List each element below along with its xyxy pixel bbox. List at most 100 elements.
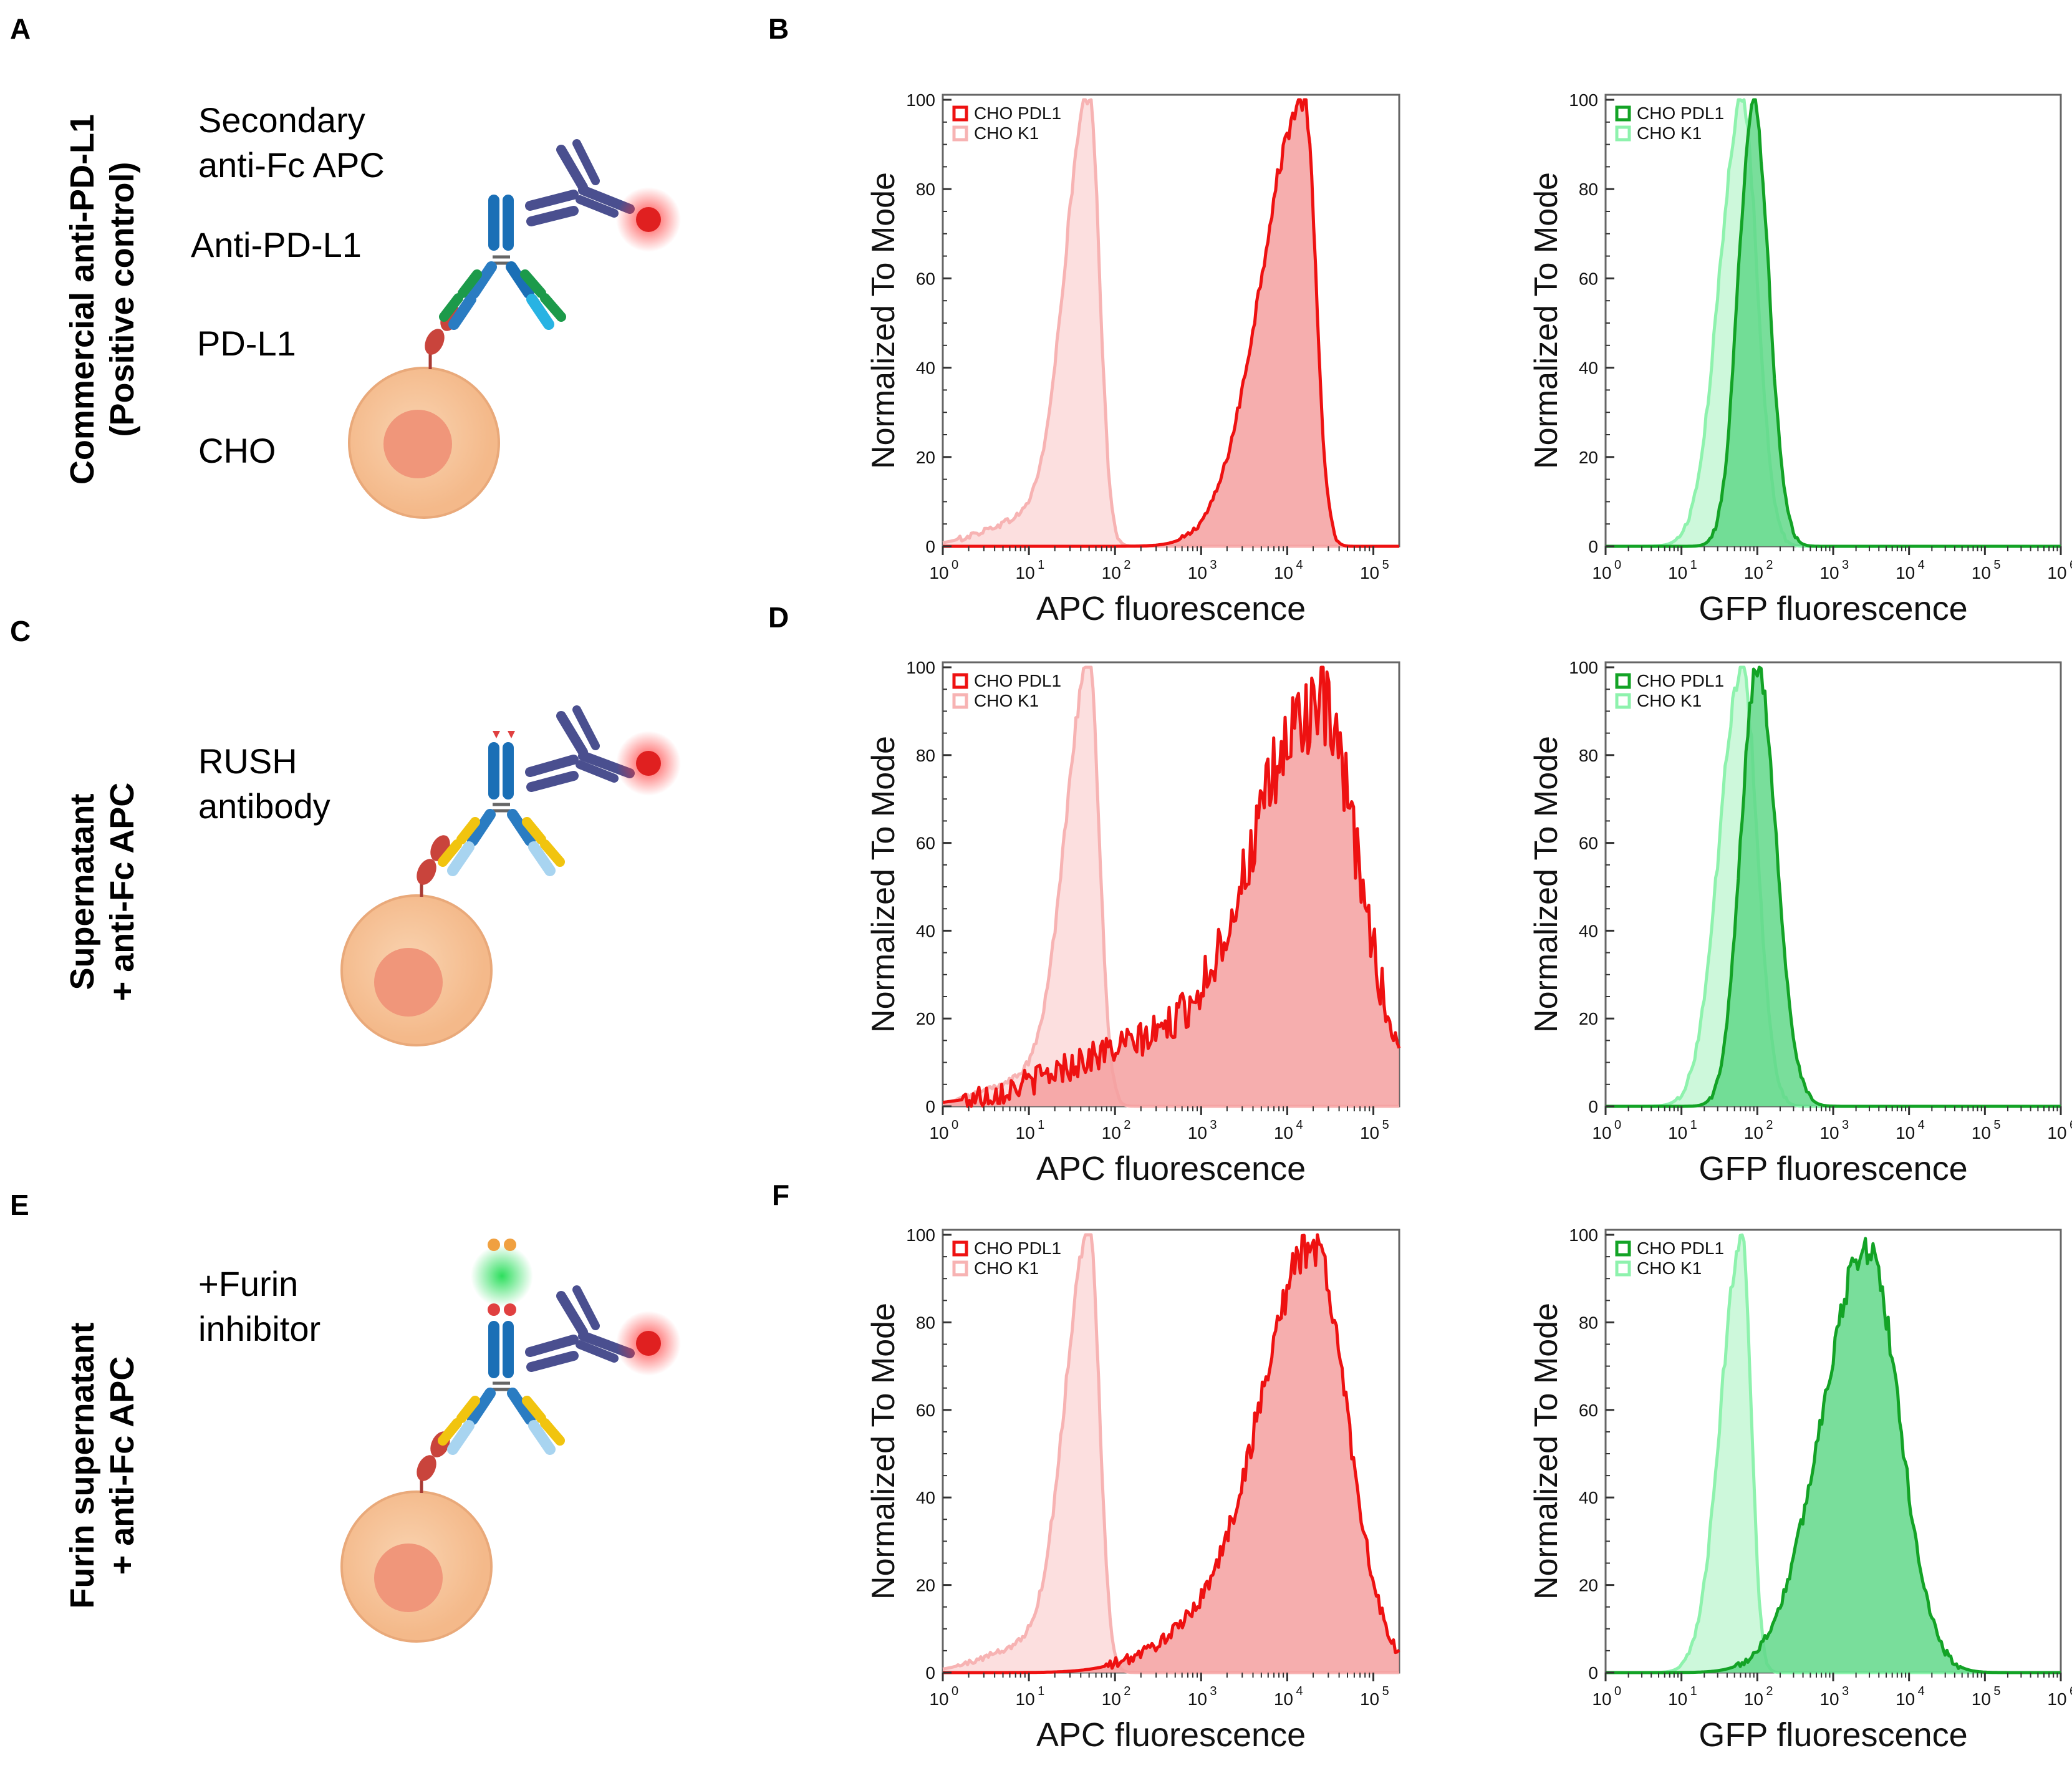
apc-fluorophore [636, 207, 661, 232]
legend-swatch [952, 105, 968, 122]
histogram-series-cho-pdl1 [942, 665, 1401, 1108]
x-tick-exponent: 1 [1038, 1684, 1044, 1698]
apc-fluorophore [636, 751, 661, 776]
row-label-1-line1: Commercial anti-PD-L1 [64, 114, 101, 485]
y-tick-label: 100 [1569, 658, 1598, 677]
x-tick-label: 10 [1592, 563, 1611, 582]
y-tick-label: 60 [1579, 269, 1598, 288]
x-tick-exponent: 3 [1210, 1684, 1217, 1698]
y-tick-label: 40 [916, 921, 935, 940]
row-label-2: Supernatant + anti-Fc APC [64, 783, 141, 1002]
label-secondary: Secondary [198, 100, 365, 140]
x-tick-exponent: 5 [1382, 1118, 1389, 1132]
histogram-line [1606, 1237, 2061, 1674]
y-tick-label: 60 [916, 269, 935, 288]
x-tick-exponent: 4 [1296, 558, 1303, 572]
legend-label: CHO PDL1 [974, 671, 1061, 690]
y-tick-label: 20 [1579, 448, 1598, 467]
panel-letter-a: A [10, 12, 31, 45]
legend-label: CHO PDL1 [974, 104, 1061, 123]
x-tick-exponent: 1 [1690, 1118, 1697, 1132]
rush-antibody [438, 1321, 565, 1455]
gfp-glow [471, 1245, 533, 1307]
x-tick-label: 10 [1274, 563, 1293, 582]
x-tick-exponent: 4 [1918, 1118, 1925, 1132]
legend-label: CHO PDL1 [1637, 1239, 1724, 1258]
x-tick-exponent: 2 [1124, 1684, 1130, 1698]
x-tick-exponent: 6 [2070, 558, 2072, 572]
histogram-line [943, 98, 1399, 548]
y-tick-label: 0 [1588, 1663, 1598, 1683]
secondary-antibody [525, 1285, 635, 1372]
y-tick-label: 80 [1579, 180, 1598, 199]
y-tick-label: 40 [1579, 359, 1598, 378]
y-tick-label: 0 [925, 537, 935, 556]
panel-letter-b: B [768, 12, 789, 45]
y-tick-label: 0 [1588, 537, 1598, 556]
x-tick-label: 10 [1896, 1689, 1915, 1709]
y-tick-label: 0 [925, 1097, 935, 1116]
y-axis-title: Normalized To Mode [1528, 1303, 1564, 1600]
x-tick-label: 10 [929, 563, 948, 582]
x-tick-exponent: 0 [952, 1118, 958, 1132]
x-tick-label: 10 [1274, 1689, 1293, 1709]
row-label-1: Commercial anti-PD-L1 (Positive control) [64, 114, 141, 485]
x-tick-label: 10 [1819, 1123, 1839, 1143]
legend-swatch [1615, 693, 1631, 709]
x-tick-exponent: 5 [1993, 1684, 2000, 1698]
x-tick-label: 10 [1360, 563, 1379, 582]
y-tick-label: 40 [916, 359, 935, 378]
panel-letter-e: E [10, 1189, 29, 1221]
x-tick-exponent: 4 [1918, 1684, 1925, 1698]
y-tick-label: 40 [1579, 1488, 1598, 1507]
y-tick-label: 40 [1579, 921, 1598, 940]
histogram-fill [943, 1235, 1399, 1673]
x-tick-exponent: 0 [952, 1684, 958, 1698]
y-tick-label: 20 [916, 448, 935, 467]
x-tick-label: 10 [929, 1123, 948, 1143]
y-axis-title: Normalized To Mode [865, 736, 902, 1033]
x-tick-label: 10 [2047, 1123, 2066, 1143]
plot-frame [1604, 661, 2062, 1108]
x-tick-label: 10 [1972, 1123, 1991, 1143]
x-axis-title: APC fluorescence [1036, 590, 1306, 627]
histogram-fill [943, 667, 1399, 1106]
row-label-1-line2: (Positive control) [104, 162, 141, 437]
histogram-series-cho-pdl1 [943, 1233, 1400, 1674]
row-label-2-line2: + anti-Fc APC [104, 783, 141, 1002]
label-anti-pd-l1: Anti-PD-L1 [191, 225, 362, 264]
row-label-3-line2: + anti-Fc APC [104, 1356, 141, 1575]
x-tick-exponent: 3 [1842, 1118, 1849, 1132]
y-tick-label: 100 [1569, 1225, 1598, 1245]
cell-nucleus [383, 410, 452, 478]
row-label-2-line1: Supernatant [64, 793, 101, 990]
x-tick-label: 10 [1102, 1689, 1121, 1709]
x-tick-label: 10 [1896, 563, 1915, 582]
y-tick-label: 0 [925, 1663, 935, 1683]
x-tick-label: 10 [1016, 1689, 1035, 1709]
x-tick-label: 10 [1744, 1123, 1763, 1143]
pd-l1-receptor [417, 835, 450, 897]
panel-letter-c: C [10, 615, 31, 647]
x-tick-label: 10 [1896, 1123, 1915, 1143]
y-tick-label: 60 [916, 1401, 935, 1420]
x-tick-label: 10 [1819, 563, 1839, 582]
chart-f-gfp: 020406080100100101102103104105106GFP flu… [1528, 1225, 2072, 1754]
x-tick-label: 10 [1744, 1689, 1763, 1709]
x-tick-label: 10 [1668, 1123, 1687, 1143]
panel-letter-f: F [772, 1179, 789, 1211]
x-tick-label: 10 [1668, 1689, 1687, 1709]
diagram-supernatant [340, 705, 681, 1046]
x-tick-label: 10 [1819, 1689, 1839, 1709]
x-tick-exponent: 4 [1296, 1118, 1303, 1132]
x-tick-label: 10 [1972, 563, 1991, 582]
histogram-fill [1606, 1238, 2061, 1673]
x-tick-label: 10 [1102, 563, 1121, 582]
y-tick-label: 0 [1588, 1097, 1598, 1116]
legend-label: CHO PDL1 [974, 1239, 1061, 1258]
x-tick-label: 10 [1188, 563, 1207, 582]
